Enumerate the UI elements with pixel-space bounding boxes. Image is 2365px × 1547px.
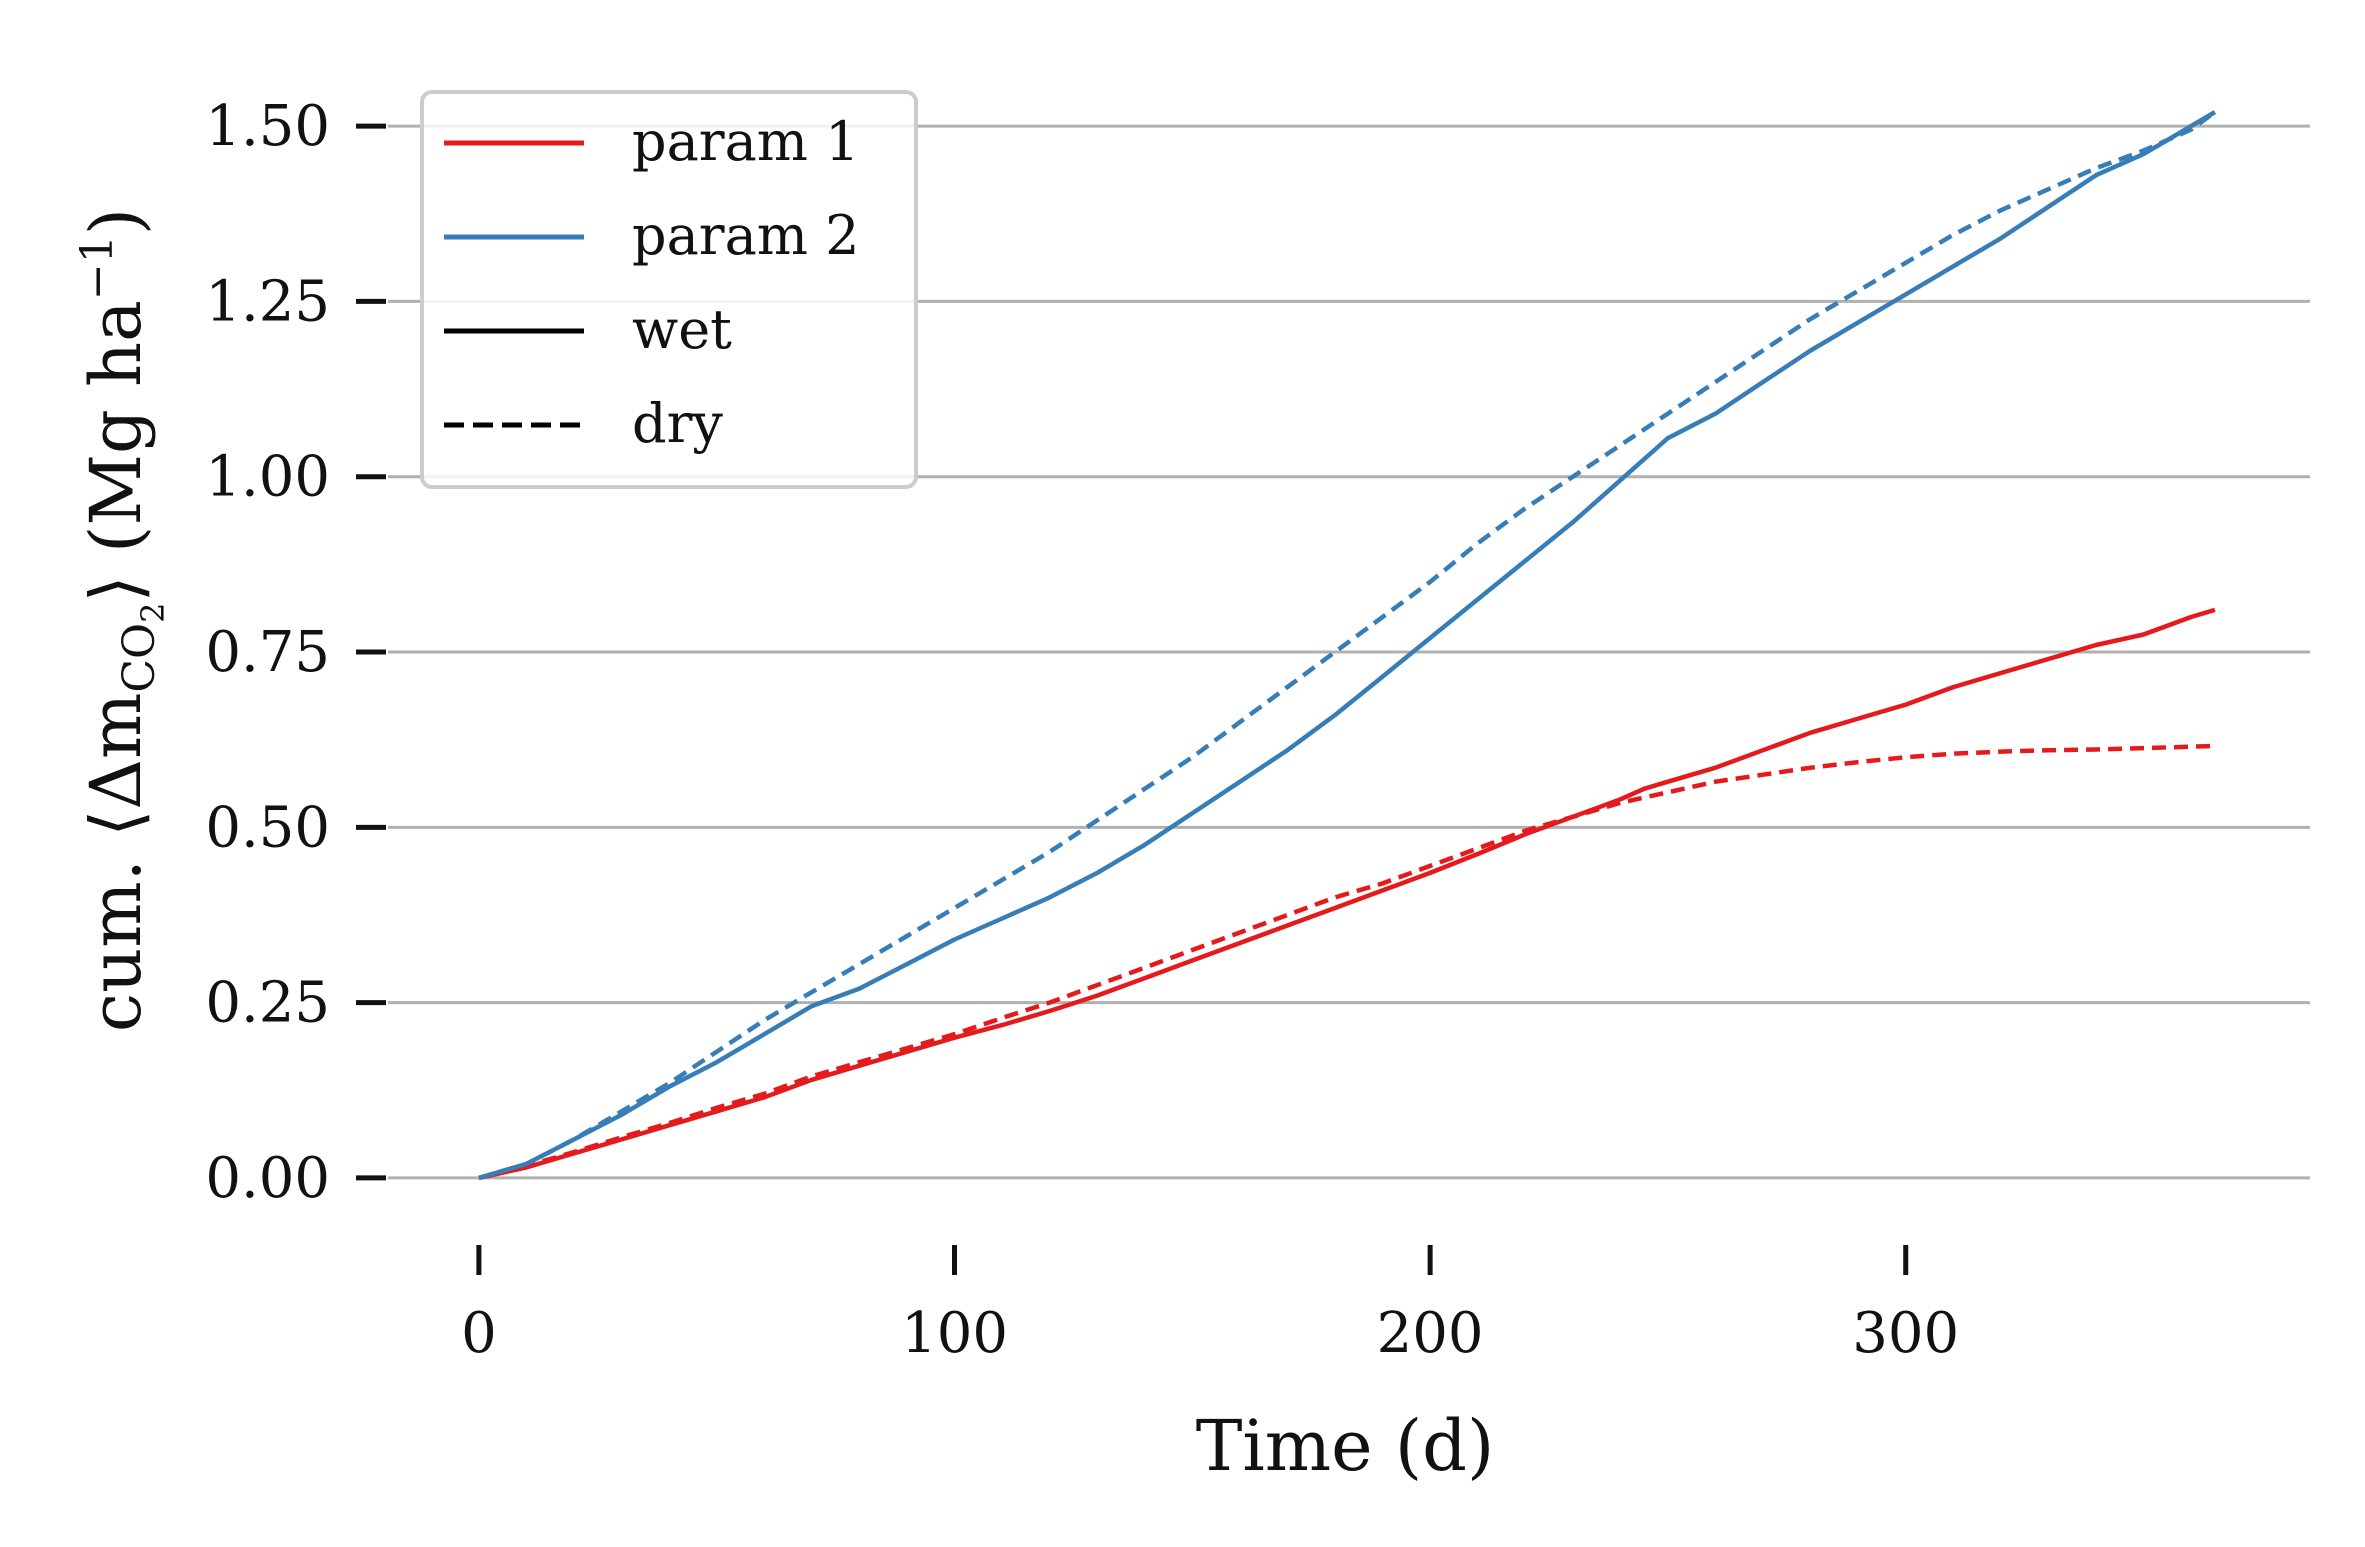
y-tick-label: 0.00: [205, 1146, 330, 1211]
x-axis-title: Time (d): [1196, 1405, 1495, 1487]
x-tick-label: 0: [461, 1301, 497, 1366]
y-tick-label: 0.25: [205, 971, 330, 1036]
legend-label-param-2: param 2: [632, 204, 860, 267]
series-lines: [478, 110, 2217, 1181]
x-tick-label: 200: [1377, 1301, 1484, 1366]
y-tick-label: 1.50: [205, 94, 330, 159]
legend-frame: [420, 90, 918, 489]
series-line-param-1-dry: [478, 743, 2215, 1181]
legend-label-dry: dry: [632, 392, 723, 455]
legend-label-param-1: param 1: [632, 110, 860, 173]
legend-label-wet: wet: [632, 298, 732, 361]
x-tick-label: 300: [1852, 1301, 1959, 1366]
y-axis: 0.00 0.25 0.50 0.75 1.00 1.25 1.50: [205, 94, 386, 1211]
legend: param 1 param 2 wet dry: [420, 90, 918, 489]
series-line-param-2-wet: [478, 110, 2217, 1181]
series-line-param-2-dry: [478, 110, 2217, 1181]
x-axis: 0 100 200 300: [461, 1245, 1959, 1366]
y-tick-label: 1.25: [205, 269, 330, 334]
y-tick-label: 0.50: [205, 795, 330, 860]
series-line-param-1-wet: [478, 607, 2216, 1181]
y-axis-title: cum. ⟨ΔmCO2⟩ (Mg ha−1): [72, 208, 172, 1032]
y-tick-label: 1.00: [205, 445, 330, 510]
x-tick-label: 100: [901, 1301, 1008, 1366]
y-tick-label: 0.75: [205, 620, 330, 685]
